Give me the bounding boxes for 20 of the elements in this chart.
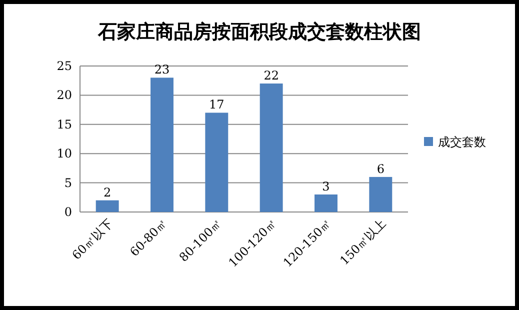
- data-label: 23: [154, 62, 170, 77]
- y-tick-label: 15: [56, 117, 72, 132]
- data-label: 2: [104, 185, 112, 200]
- bar: [205, 112, 228, 212]
- bar: [369, 176, 392, 212]
- y-tick-label: 25: [56, 59, 72, 73]
- y-tick-label: 20: [56, 88, 72, 102]
- bar: [150, 78, 174, 212]
- y-tick-label: 10: [56, 146, 72, 161]
- data-label: 17: [209, 98, 224, 112]
- bar: [314, 194, 338, 212]
- bar: [260, 84, 283, 212]
- data-label: 6: [376, 162, 384, 176]
- y-tick-label: 0: [64, 205, 72, 219]
- y-tick-label: 5: [64, 176, 72, 190]
- data-label: 3: [322, 179, 330, 194]
- data-label: 22: [264, 68, 279, 83]
- legend-label: 成交套数: [438, 135, 486, 149]
- bar: [96, 200, 119, 212]
- chart-title: 石家庄商品房按面积段成交套数柱状图: [97, 21, 421, 43]
